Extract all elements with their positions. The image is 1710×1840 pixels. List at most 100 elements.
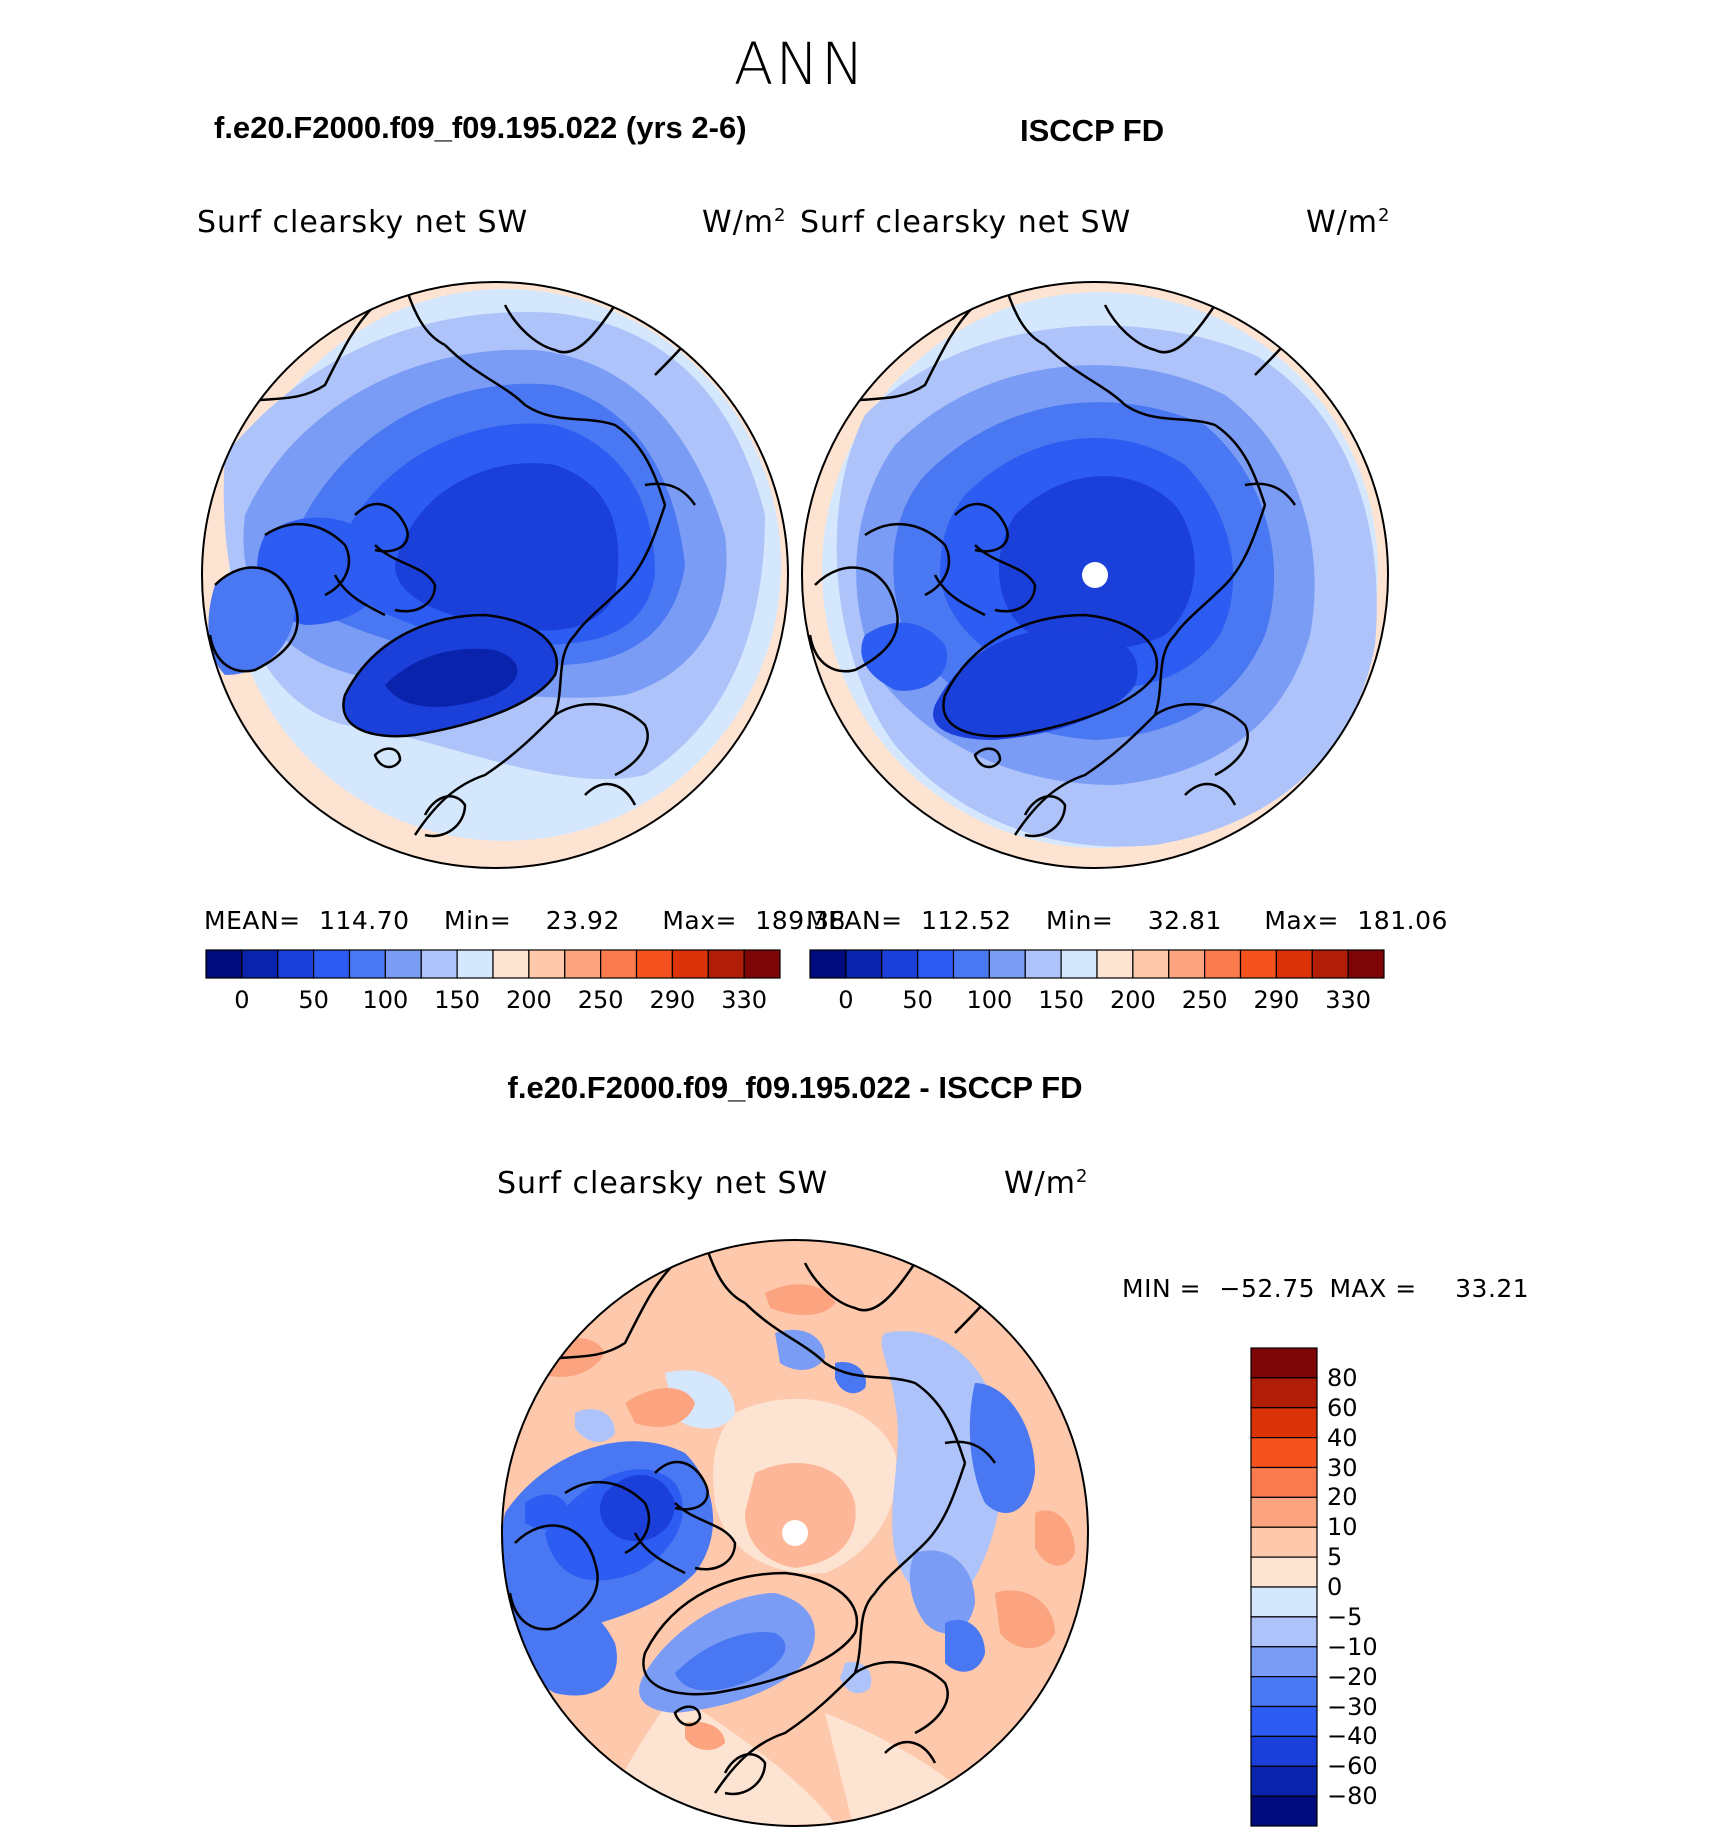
difference-colorbar-cell <box>1250 1735 1318 1767</box>
difference-polar-map <box>501 1239 1089 1827</box>
obs-colorbar-tick-label: 200 <box>1109 986 1156 1014</box>
obs-colorbar-cell <box>1168 949 1206 979</box>
model-units-label: W/m2 <box>702 205 787 240</box>
obs-colorbar-cell <box>845 949 883 979</box>
obs-colorbar <box>809 949 1385 979</box>
difference-colorbar-tick-label: 0 <box>1327 1573 1343 1601</box>
obs-colorbar-cell <box>1096 949 1134 979</box>
obs-units-label: W/m2 <box>1306 205 1391 240</box>
obs-colorbar-cell <box>952 949 990 979</box>
difference-colorbar-tick-label: 20 <box>1327 1483 1358 1512</box>
model-colorbar-cell <box>205 949 243 979</box>
difference-colorbar-cell <box>1250 1765 1318 1797</box>
obs-colorbar-tick-label: 330 <box>1325 986 1372 1014</box>
obs-colorbar-cell <box>1275 949 1313 979</box>
difference-colorbar-cell <box>1250 1437 1318 1469</box>
difference-colorbar-tick-label: −10 <box>1327 1632 1378 1661</box>
obs-mean-label: MEAN= <box>806 906 903 935</box>
difference-colorbar-cell <box>1250 1496 1318 1528</box>
model-colorbar-tick-label: 100 <box>362 986 409 1014</box>
obs-colorbar-tick-label: 50 <box>902 986 933 1014</box>
difference-colorbar-tick-label: −60 <box>1327 1752 1378 1781</box>
obs-colorbar-cell <box>809 949 847 979</box>
obs-colorbar-cell <box>917 949 955 979</box>
model-colorbar-cell <box>348 949 386 979</box>
obs-panel-title: ISCCP FD <box>1020 113 1165 148</box>
difference-units-label: W/m2 <box>1004 1166 1089 1201</box>
model-mean-label: MEAN= <box>204 906 301 935</box>
model-colorbar-tick-label: 150 <box>434 986 481 1014</box>
difference-colorbar-tick-label: −40 <box>1327 1722 1378 1751</box>
difference-colorbar-cell <box>1250 1646 1318 1678</box>
model-colorbar-cell <box>564 949 602 979</box>
model-colorbar-tick-label: 250 <box>577 986 624 1014</box>
model-stats: MEAN= 114.70 Min= 23.92 Max= 189.38 <box>204 906 846 935</box>
model-min-label: Min= <box>444 906 512 935</box>
model-colorbar-cell <box>420 949 458 979</box>
model-colorbar-cell <box>528 949 566 979</box>
difference-colorbar-tick-label: −5 <box>1327 1602 1363 1631</box>
model-mean-value: 114.70 <box>319 906 410 935</box>
difference-colorbar-cell <box>1250 1556 1318 1588</box>
difference-colorbar-tick-label: 5 <box>1327 1543 1343 1572</box>
obs-variable-label: Surf clearsky net SW <box>800 205 1132 240</box>
model-panel-title: f.e20.F2000.f09_f09.195.022 (yrs 2-6) <box>214 110 747 145</box>
difference-colorbar-cell <box>1250 1705 1318 1737</box>
obs-colorbar-cell <box>1311 949 1349 979</box>
obs-colorbar-cell <box>1347 949 1385 979</box>
obs-mean-value: 112.52 <box>921 906 1012 935</box>
difference-colorbar-cell <box>1250 1407 1318 1439</box>
obs-stats: MEAN= 112.52 Min= 32.81 Max= 181.06 <box>806 906 1448 935</box>
obs-colorbar-cell <box>1132 949 1170 979</box>
difference-stats: MIN = −52.75 MAX = 33.21 <box>1122 1274 1529 1303</box>
difference-colorbar-cell <box>1250 1795 1318 1827</box>
model-max-label: Max= <box>662 906 737 935</box>
difference-colorbar-cell <box>1250 1466 1318 1498</box>
difference-colorbar-tick-label: 40 <box>1327 1423 1358 1452</box>
difference-colorbar-tick-label: −30 <box>1327 1692 1378 1721</box>
model-colorbar <box>205 949 781 979</box>
model-colorbar-cell <box>384 949 422 979</box>
difference-colorbar-tick-label: 10 <box>1327 1513 1358 1542</box>
obs-colorbar-tick-label: 250 <box>1181 986 1228 1014</box>
obs-colorbar-tick-label: 150 <box>1038 986 1085 1014</box>
model-colorbar-cell <box>492 949 530 979</box>
difference-colorbar <box>1250 1347 1318 1827</box>
difference-colorbar-cell <box>1250 1377 1318 1409</box>
difference-colorbar-tick-label: 30 <box>1327 1453 1358 1482</box>
obs-colorbar-tick-label: 290 <box>1253 986 1300 1014</box>
obs-min-value: 32.81 <box>1147 906 1222 935</box>
obs-colorbar-cell <box>1239 949 1277 979</box>
model-colorbar-cell <box>671 949 709 979</box>
model-colorbar-cell <box>600 949 638 979</box>
difference-min-label: MIN = <box>1122 1274 1202 1303</box>
model-colorbar-cell <box>313 949 351 979</box>
obs-colorbar-cell <box>1060 949 1098 979</box>
difference-colorbar-tick-label: 80 <box>1327 1363 1358 1392</box>
obs-max-label: Max= <box>1264 906 1339 935</box>
obs-max-value: 181.06 <box>1357 906 1448 935</box>
model-colorbar-cell <box>635 949 673 979</box>
difference-panel-title: f.e20.F2000.f09_f09.195.022 - ISCCP FD <box>507 1070 1083 1105</box>
difference-colorbar-tick-label: −80 <box>1327 1782 1378 1811</box>
model-colorbar-cell <box>277 949 315 979</box>
obs-colorbar-cell <box>1024 949 1062 979</box>
difference-max-value: 33.21 <box>1455 1274 1530 1303</box>
model-colorbar-cell <box>241 949 279 979</box>
model-min-value: 23.92 <box>545 906 620 935</box>
model-polar-map <box>201 281 789 869</box>
difference-colorbar-cell <box>1250 1676 1318 1708</box>
difference-colorbar-tick-label: 60 <box>1327 1393 1358 1422</box>
difference-colorbar-cell <box>1250 1526 1318 1558</box>
obs-colorbar-cell <box>1204 949 1242 979</box>
difference-colorbar-cell <box>1250 1347 1318 1379</box>
obs-min-label: Min= <box>1046 906 1114 935</box>
difference-min-value: −52.75 <box>1219 1274 1316 1303</box>
difference-variable-label: Surf clearsky net SW <box>497 1166 829 1201</box>
obs-colorbar-tick-label: 0 <box>838 986 854 1014</box>
difference-colorbar-cell <box>1250 1586 1318 1618</box>
difference-max-label: MAX = <box>1329 1274 1417 1303</box>
season-title: ANN <box>733 30 867 98</box>
model-colorbar-tick-label: 200 <box>505 986 552 1014</box>
model-colorbar-tick-label: 290 <box>649 986 696 1014</box>
